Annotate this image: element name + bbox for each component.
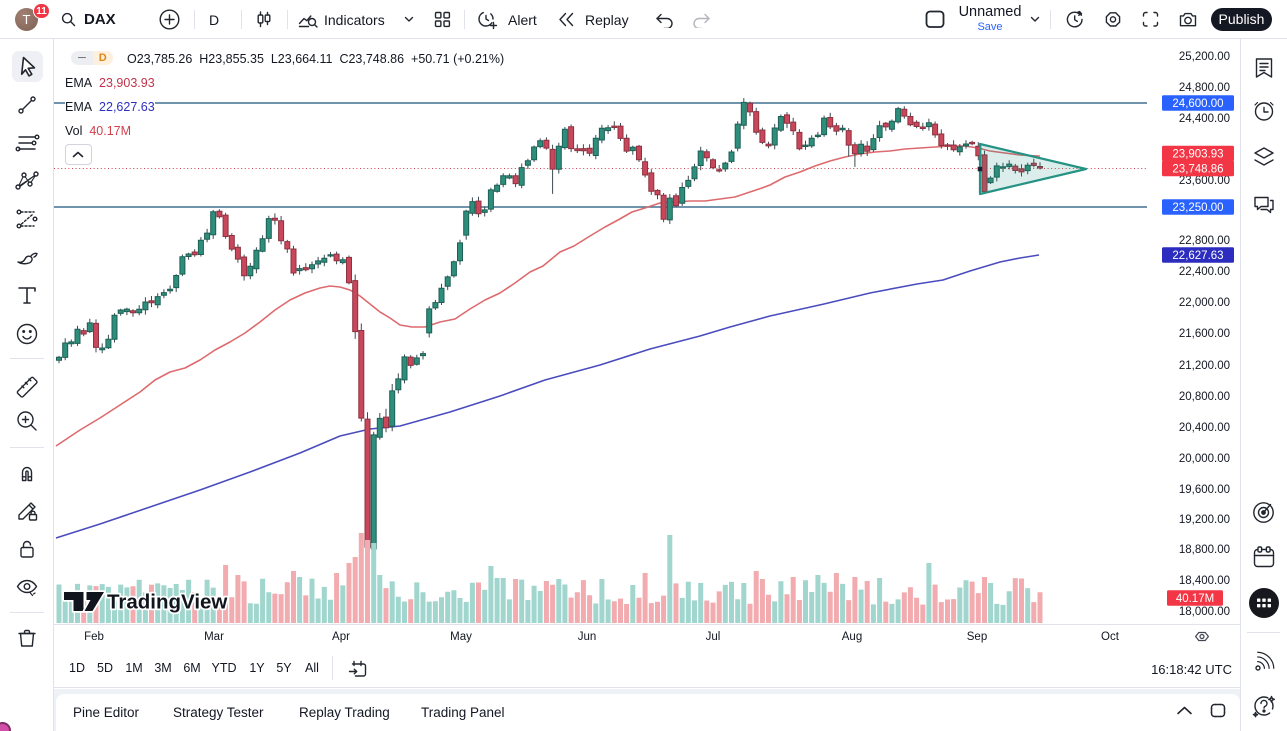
svg-text:Jul: Jul xyxy=(706,631,721,643)
svg-text:24,400.00: 24,400.00 xyxy=(1179,113,1230,125)
svg-text:22,400.00: 22,400.00 xyxy=(1179,266,1230,278)
svg-text:23,250.00: 23,250.00 xyxy=(1172,202,1223,214)
svg-text:22,627.63: 22,627.63 xyxy=(1172,250,1223,262)
svg-text:TradingView: TradingView xyxy=(107,591,227,614)
svg-text:19,200.00: 19,200.00 xyxy=(1179,514,1230,526)
svg-text:21,600.00: 21,600.00 xyxy=(1179,328,1230,340)
svg-text:23,903.93: 23,903.93 xyxy=(1172,149,1223,161)
svg-text:Feb: Feb xyxy=(84,631,104,643)
svg-text:23,600.00: 23,600.00 xyxy=(1179,175,1230,187)
svg-text:May: May xyxy=(450,631,472,643)
svg-text:23,748.86: 23,748.86 xyxy=(1172,164,1223,176)
svg-text:18,000.00: 18,000.00 xyxy=(1179,606,1230,618)
svg-text:Apr: Apr xyxy=(332,631,350,643)
svg-text:25,200.00: 25,200.00 xyxy=(1179,51,1230,63)
svg-text:22,800.00: 22,800.00 xyxy=(1179,235,1230,247)
svg-text:Oct: Oct xyxy=(1101,631,1120,643)
svg-text:24,800.00: 24,800.00 xyxy=(1179,82,1230,94)
svg-text:20,800.00: 20,800.00 xyxy=(1179,391,1230,403)
svg-text:18,400.00: 18,400.00 xyxy=(1179,575,1230,587)
svg-text:20,400.00: 20,400.00 xyxy=(1179,422,1230,434)
svg-text:Sep: Sep xyxy=(967,631,987,643)
svg-text:18,800.00: 18,800.00 xyxy=(1179,544,1230,556)
svg-text:19,600.00: 19,600.00 xyxy=(1179,484,1230,496)
svg-text:Mar: Mar xyxy=(204,631,224,643)
svg-text:40.17M: 40.17M xyxy=(1176,593,1214,605)
svg-text:20,000.00: 20,000.00 xyxy=(1179,453,1230,465)
svg-text:24,600.00: 24,600.00 xyxy=(1172,98,1223,110)
svg-text:21,200.00: 21,200.00 xyxy=(1179,360,1230,372)
svg-text:22,000.00: 22,000.00 xyxy=(1179,297,1230,309)
svg-text:Aug: Aug xyxy=(842,631,862,643)
svg-text:Jun: Jun xyxy=(578,631,597,643)
